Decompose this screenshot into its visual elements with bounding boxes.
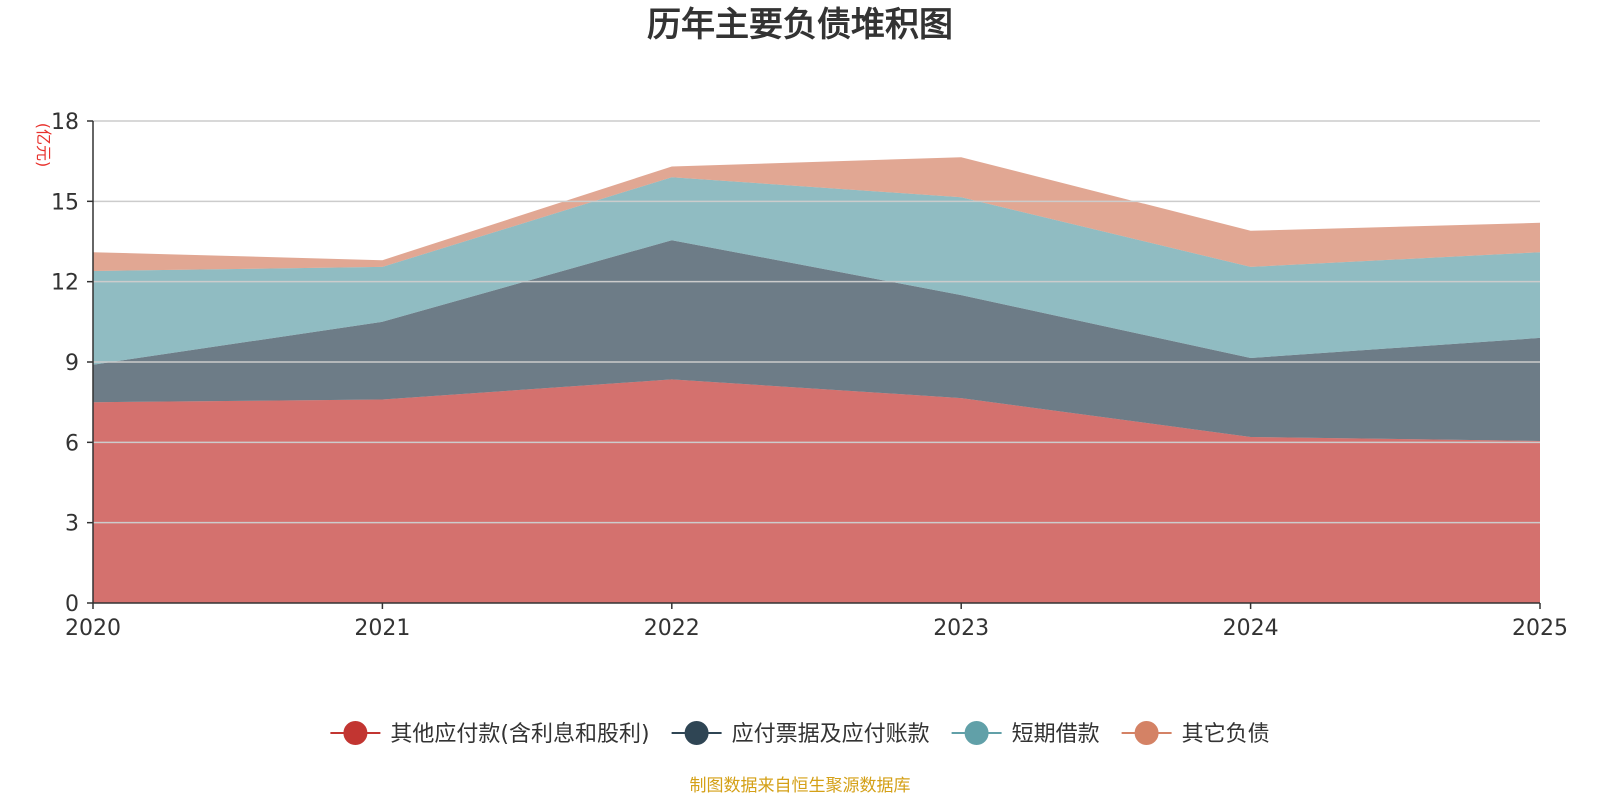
legend-item-1[interactable]: 其他应付款(含利息和股利) xyxy=(330,721,650,747)
y-tick-label-9: 9 xyxy=(65,351,79,376)
x-tick-label-2025: 2025 xyxy=(1512,616,1568,641)
y-tick-label-12: 12 xyxy=(51,271,79,296)
legend[interactable]: 其他应付款(含利息和股利) 应付票据及应付账款 短期借款 其它负债 xyxy=(330,721,1270,747)
legend-item-4[interactable]: 其它负债 xyxy=(1121,721,1270,747)
y-tick-label-18: 18 xyxy=(51,110,79,135)
chart-title: 历年主要负债堆积图 xyxy=(647,5,953,45)
x-tick-label-2022: 2022 xyxy=(644,616,700,641)
area-series-3 xyxy=(93,177,1540,365)
x-tick-label-2021: 2021 xyxy=(354,616,410,641)
axes: 0 3 6 9 12 15 18 2020 2021 2022 2023 2024 2025 xyxy=(51,110,1568,641)
legend-circle-icon xyxy=(964,721,989,745)
area-series xyxy=(93,157,1540,603)
legend-circle-icon xyxy=(684,721,709,745)
grid-lines xyxy=(93,120,1540,524)
legend-item-2[interactable]: 应付票据及应付账款 xyxy=(671,721,930,747)
area-series-4 xyxy=(93,157,1540,271)
legend-circle-icon xyxy=(343,721,368,745)
y-tick-label-6: 6 xyxy=(65,431,79,456)
legend-label-2: 应付票据及应付账款 xyxy=(732,722,930,747)
y-tick-label-15: 15 xyxy=(51,190,79,215)
data-source-note: 制图数据来自恒生聚源数据库 xyxy=(690,776,911,796)
legend-circle-icon xyxy=(1134,721,1159,745)
legend-item-3[interactable]: 短期借款 xyxy=(951,721,1100,747)
x-tick-label-2020: 2020 xyxy=(65,616,121,641)
x-tick-label-2023: 2023 xyxy=(933,616,989,641)
y-axis-unit-label: (亿元) xyxy=(34,123,53,168)
legend-label-4: 其它负债 xyxy=(1182,722,1270,747)
area-series-2 xyxy=(93,240,1540,441)
y-tick-label-0: 0 xyxy=(65,592,79,617)
legend-label-3: 短期借款 xyxy=(1012,722,1100,747)
legend-label-1: 其他应付款(含利息和股利) xyxy=(390,722,649,747)
area-series-1 xyxy=(93,379,1540,603)
y-tick-label-3: 3 xyxy=(65,512,79,537)
x-tick-label-2024: 2024 xyxy=(1223,616,1279,641)
